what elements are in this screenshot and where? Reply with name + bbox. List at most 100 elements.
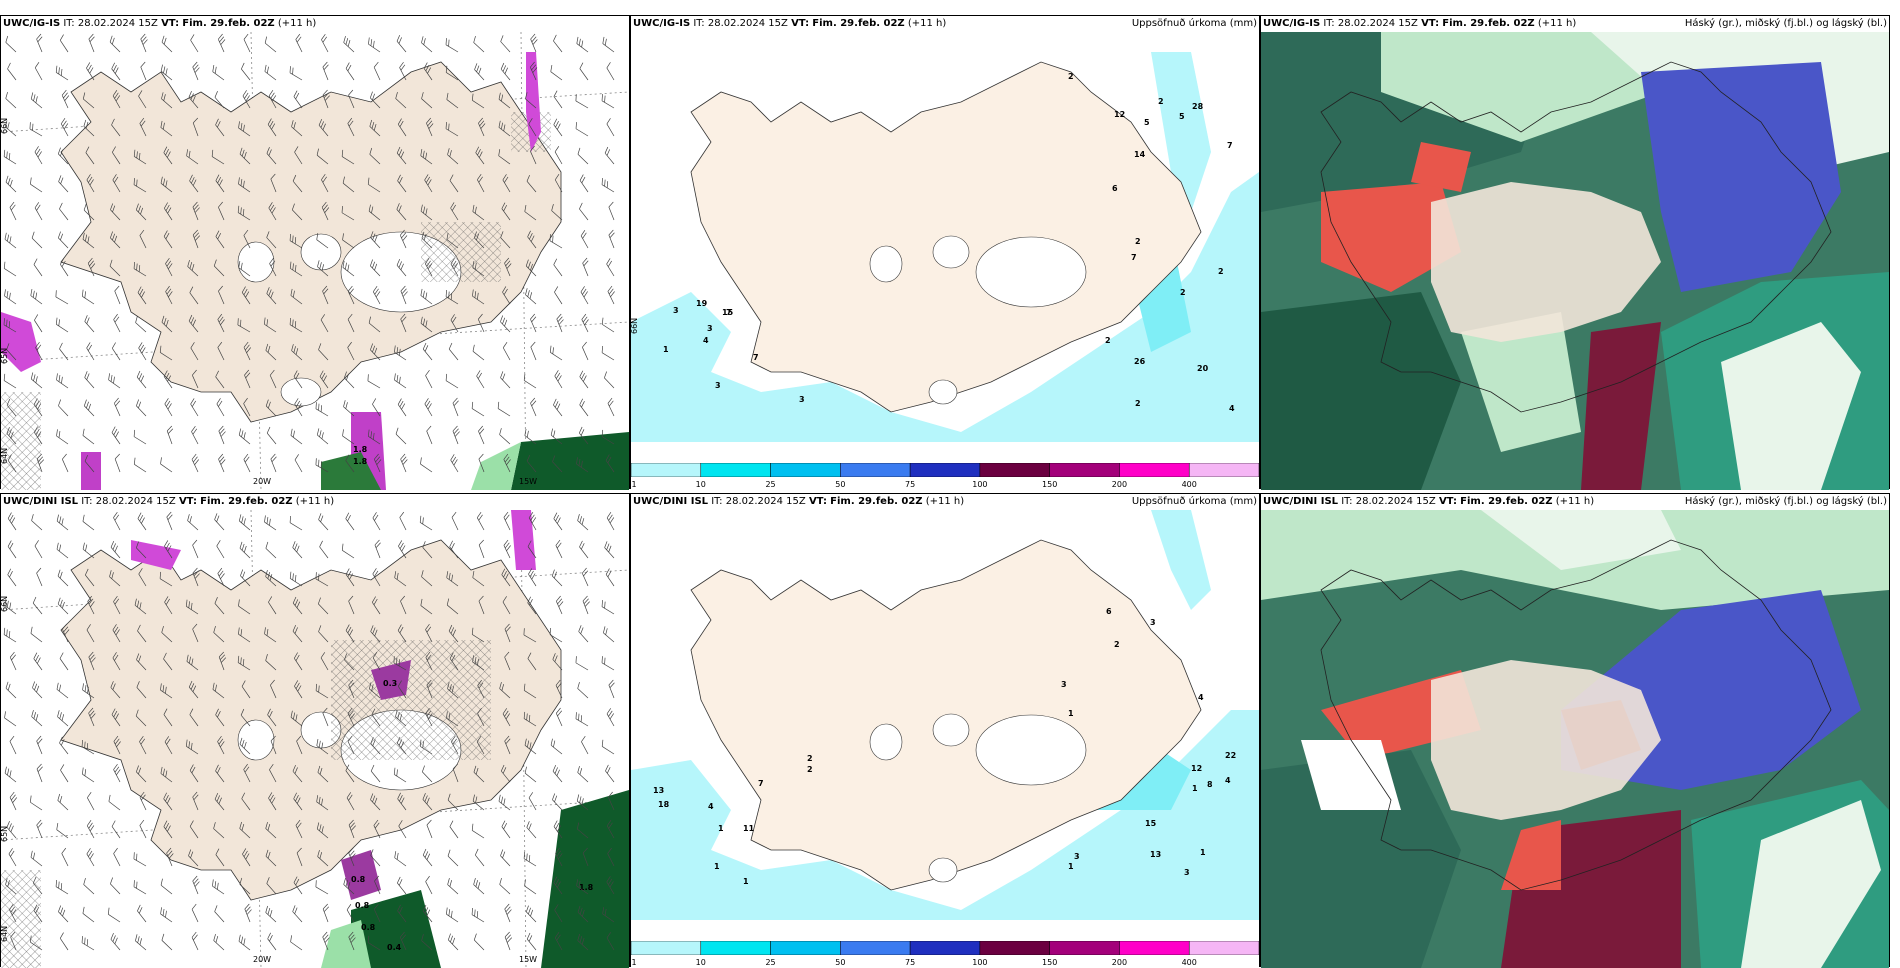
wind-barb: [191, 903, 199, 923]
wind-barb: [579, 202, 589, 221]
wind-barb: [394, 571, 407, 587]
colorbar-labels: 1 10 25 50 75 100 150 200 400: [631, 480, 1259, 490]
precip-value: 20: [1197, 364, 1209, 373]
wind-barb: [525, 259, 537, 277]
wind-barb: [426, 425, 433, 445]
wind-barb: [316, 428, 329, 445]
wind-barb: [160, 176, 173, 193]
wind-barb: [289, 66, 303, 81]
wind-barb: [348, 89, 355, 109]
wind-barb: [36, 453, 45, 473]
precip-value: 1: [1068, 862, 1074, 871]
wind-barb: [111, 146, 121, 165]
colorbar-tick: 1: [631, 480, 637, 489]
wind-barb: [83, 399, 95, 417]
wind-barb: [397, 624, 407, 643]
wind-barb: [451, 735, 459, 755]
wind-barb: [159, 571, 173, 587]
wind-value: 0.3: [383, 679, 397, 688]
wind-barb: [601, 94, 615, 109]
wind-barb: [32, 876, 43, 895]
wind-barb: [137, 904, 147, 923]
wind-barb: [319, 540, 329, 559]
wind-barb: [317, 765, 329, 783]
wind-barb: [425, 369, 433, 389]
wind-barb: [238, 514, 251, 531]
wind-barb: [140, 61, 147, 81]
wind-barb: [110, 877, 121, 895]
panel-bottom-middle: UWC/DINI ISL IT: 28.02.2024 15Z VT: Fim.…: [630, 493, 1260, 968]
wind-barb: [110, 681, 121, 699]
wind-barb: [367, 177, 381, 193]
wind-barb: [56, 373, 69, 389]
wind-barb: [576, 822, 589, 839]
precip-value: 2: [1114, 640, 1120, 649]
wind-barb: [608, 679, 615, 699]
wind-barb: [82, 542, 95, 559]
wind-barb: [394, 345, 407, 361]
wind-barb: [266, 147, 277, 165]
wind-barb: [192, 623, 199, 643]
colorbar-tick: 400: [1181, 480, 1197, 489]
wind-barb: [86, 62, 95, 81]
precip-value: 26: [1134, 357, 1146, 366]
wind-barb: [499, 877, 511, 895]
wind-barb: [504, 623, 511, 643]
wind-barb: [213, 933, 225, 951]
wind-barb: [31, 231, 43, 249]
panel-subtitle: Uppsöfnuð úrkoma (mm): [1131, 496, 1257, 507]
wind-barb: [192, 539, 199, 559]
wind-barb: [4, 711, 17, 727]
panel-top-middle: UWC/IG-IS IT: 28.02.2024 15Z VT: Fim. 29…: [630, 15, 1260, 490]
wind-barb: [137, 512, 147, 531]
precip-value: 13: [1150, 850, 1161, 859]
wind-barb: [60, 258, 69, 277]
wind-barb: [607, 285, 615, 305]
wind-barb: [293, 792, 303, 811]
wind-barb: [88, 651, 96, 671]
wind-barb: [315, 572, 329, 587]
wind-barb: [345, 764, 355, 783]
precip-value: 19: [696, 299, 708, 308]
precip-value: 3: [707, 324, 713, 333]
wind-barb: [212, 879, 225, 895]
wind-barb: [215, 708, 225, 727]
wind-barb: [478, 539, 485, 559]
wind-barb: [477, 679, 485, 699]
wind-barb: [577, 905, 589, 923]
wind-barb: [582, 341, 589, 361]
wind-barb: [294, 454, 303, 473]
wind-barb: [35, 341, 43, 361]
panel-bottom-left: UWC/DINI ISL IT: 28.02.2024 15Z VT: Fim.…: [0, 493, 630, 968]
wind-barb: [31, 514, 43, 531]
wind-barb: [421, 231, 433, 249]
wind-barb: [163, 708, 173, 727]
wind-map: 0.3 0.8 0.8 0.4 1.8 0.8 66N 65N 64N 20W …: [1, 510, 629, 968]
wind-barb: [218, 453, 226, 473]
colorbar-swatch: [630, 940, 702, 956]
wind-barb: [55, 879, 69, 895]
wind-barb: [367, 429, 381, 445]
wind-barb: [191, 453, 200, 473]
wind-value: 1.8: [579, 883, 594, 892]
wind-barb: [370, 343, 381, 361]
wind-barb: [580, 286, 589, 305]
lat-label: 66N: [1, 118, 9, 134]
wind-barb: [601, 345, 615, 361]
wind-barb: [397, 174, 407, 193]
wind-barb: [108, 373, 121, 389]
wind-barb: [36, 735, 43, 755]
wind-barb: [32, 681, 43, 699]
wind-barb: [5, 91, 17, 109]
colorbar-labels: 1 10 25 50 75 100 150 200 400: [631, 958, 1259, 968]
wind-barb: [60, 118, 69, 137]
wind-barb: [85, 146, 95, 165]
wind-barb: [498, 794, 511, 811]
wind-barb: [163, 652, 173, 671]
wind-barb: [580, 230, 589, 249]
wind-barb: [372, 286, 381, 305]
wind-barb: [549, 345, 563, 361]
wind-barb: [58, 399, 69, 417]
wind-barb: [82, 906, 95, 923]
